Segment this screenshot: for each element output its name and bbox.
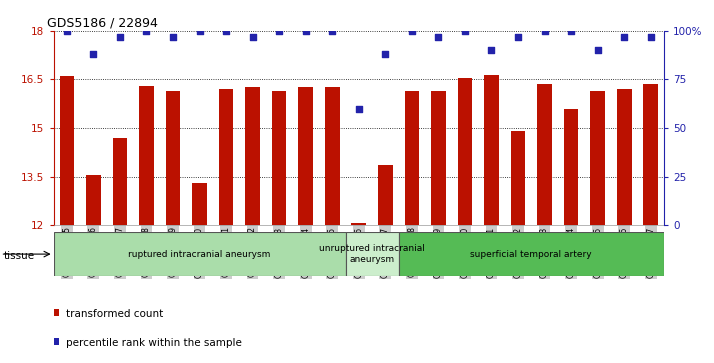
Bar — [113, 138, 127, 225]
Bar — [325, 87, 340, 225]
Text: unruptured intracranial
aneurysm: unruptured intracranial aneurysm — [319, 244, 425, 264]
Bar — [590, 91, 605, 225]
Point — [221, 28, 232, 34]
Bar — [378, 165, 393, 225]
Text: GDS5186 / 22894: GDS5186 / 22894 — [47, 17, 159, 30]
Point — [114, 34, 126, 40]
Bar — [346, 232, 398, 276]
Point — [406, 28, 418, 34]
Bar — [511, 131, 526, 225]
Bar — [398, 232, 664, 276]
Point — [61, 28, 73, 34]
Point — [513, 34, 524, 40]
Bar — [192, 183, 207, 225]
Bar — [431, 91, 446, 225]
Point — [486, 48, 497, 53]
Text: ruptured intracranial aneurysm: ruptured intracranial aneurysm — [129, 250, 271, 258]
Bar — [537, 84, 552, 225]
Bar — [643, 84, 658, 225]
Bar — [59, 76, 74, 225]
Point — [592, 48, 603, 53]
Bar — [139, 86, 154, 225]
Bar — [246, 87, 260, 225]
Bar — [54, 232, 346, 276]
Point — [247, 34, 258, 40]
Bar — [86, 175, 101, 225]
Text: percentile rank within the sample: percentile rank within the sample — [66, 338, 241, 348]
Point — [167, 34, 178, 40]
Point — [88, 51, 99, 57]
Bar — [272, 91, 286, 225]
Point — [326, 28, 338, 34]
Point — [539, 28, 550, 34]
Point — [433, 34, 444, 40]
Point — [193, 28, 205, 34]
Bar — [617, 89, 631, 225]
Bar — [458, 78, 472, 225]
Bar — [564, 109, 578, 225]
Text: transformed count: transformed count — [66, 309, 163, 319]
Bar — [405, 91, 419, 225]
Bar — [218, 89, 233, 225]
Bar — [351, 224, 366, 225]
Bar — [166, 91, 181, 225]
Point — [618, 34, 630, 40]
Point — [353, 106, 365, 111]
Point — [565, 28, 577, 34]
Bar — [484, 74, 499, 225]
Point — [273, 28, 285, 34]
Point — [300, 28, 311, 34]
Point — [380, 51, 391, 57]
Text: tissue: tissue — [4, 251, 35, 261]
Text: superficial temporal artery: superficial temporal artery — [471, 250, 592, 258]
Point — [459, 28, 471, 34]
Point — [141, 28, 152, 34]
Point — [645, 34, 656, 40]
Bar — [298, 87, 313, 225]
